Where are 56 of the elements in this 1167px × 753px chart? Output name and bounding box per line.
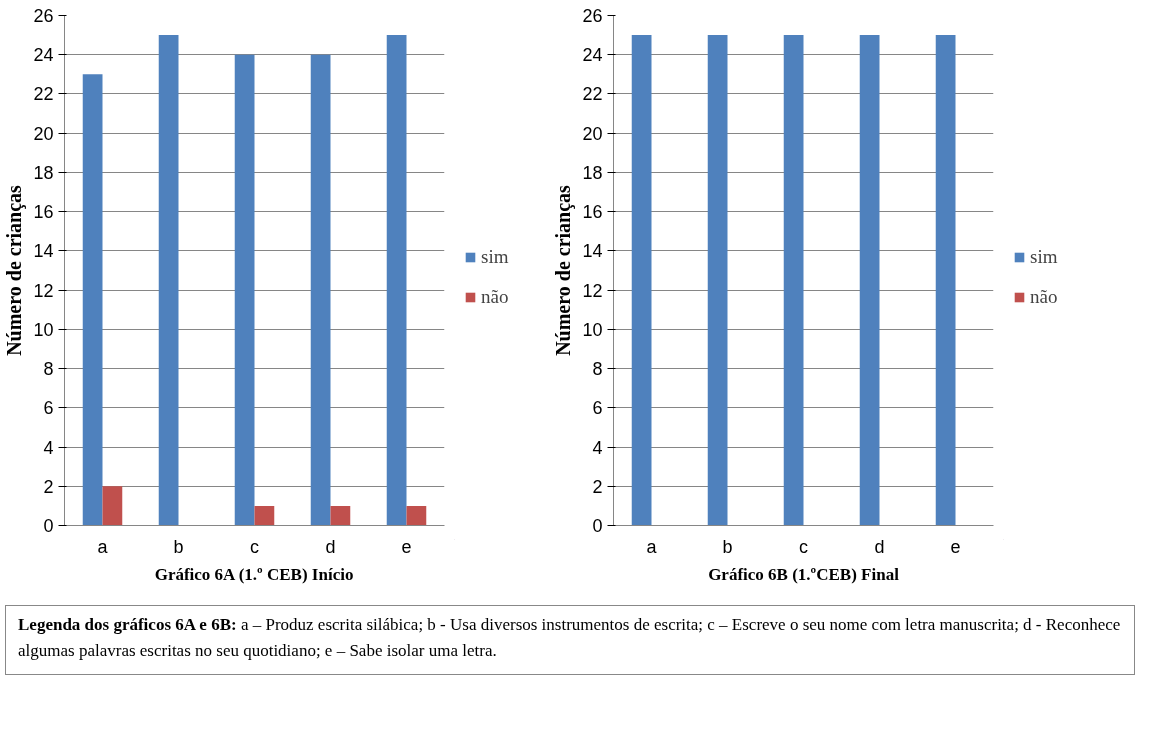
y-tick-label: 14 bbox=[582, 241, 603, 262]
x-axis-title: Gráfico 6A (1.º CEB) Início bbox=[154, 564, 354, 584]
x-tick-label: d bbox=[874, 536, 885, 557]
y-tick-label: 4 bbox=[43, 437, 54, 458]
y-tick-label: 26 bbox=[33, 6, 54, 26]
x-tick-label: b bbox=[722, 536, 733, 557]
bar bbox=[330, 505, 351, 526]
y-tick-label: 10 bbox=[33, 319, 54, 340]
y-tick-label: 18 bbox=[582, 162, 603, 183]
bar bbox=[102, 486, 123, 526]
legend-label: sim bbox=[481, 246, 509, 268]
y-tick-label: 16 bbox=[33, 202, 54, 223]
y-tick-label: 24 bbox=[582, 45, 603, 66]
x-tick-label: c bbox=[799, 536, 808, 557]
y-tick-label: 8 bbox=[43, 359, 54, 380]
y-tick-label: 16 bbox=[582, 202, 603, 223]
bar bbox=[406, 505, 427, 526]
y-tick-label: 10 bbox=[582, 319, 603, 340]
bar bbox=[82, 74, 103, 526]
x-tick-label: b bbox=[173, 536, 184, 557]
x-tick-label: c bbox=[250, 536, 259, 557]
y-tick-label: 26 bbox=[582, 6, 603, 26]
y-tick-label: 12 bbox=[33, 280, 54, 301]
y-axis-title: Número de crianças bbox=[3, 184, 27, 356]
bar bbox=[254, 505, 275, 526]
y-tick-label: 12 bbox=[582, 280, 603, 301]
y-tick-label: 2 bbox=[592, 476, 603, 497]
legend-label: não bbox=[481, 286, 509, 308]
x-tick-label: d bbox=[325, 536, 336, 557]
y-tick-label: 22 bbox=[582, 84, 603, 105]
legend-label: não bbox=[1030, 286, 1058, 308]
y-tick-label: 0 bbox=[592, 516, 603, 536]
y-tick-label: 14 bbox=[33, 241, 54, 262]
x-tick-label: a bbox=[646, 536, 658, 557]
x-tick-label: a bbox=[97, 536, 109, 557]
y-tick-label: 20 bbox=[582, 123, 603, 144]
y-tick-label: 22 bbox=[33, 84, 54, 105]
x-tick-label: e bbox=[950, 536, 961, 557]
y-tick-label: 8 bbox=[592, 359, 603, 380]
y-tick-label: 4 bbox=[592, 437, 603, 458]
text: Legenda dos gráficos 6A e 6B: bbox=[18, 615, 237, 634]
y-tick-label: 24 bbox=[33, 45, 54, 66]
y-tick-label: 6 bbox=[43, 398, 54, 419]
y-tick-label: 20 bbox=[33, 123, 54, 144]
bar bbox=[386, 35, 407, 526]
legend-label: sim bbox=[1030, 246, 1058, 268]
y-axis-title: Número de crianças bbox=[552, 184, 576, 356]
bar bbox=[158, 35, 179, 526]
y-tick-label: 0 bbox=[43, 516, 54, 536]
x-axis-title: Gráfico 6B (1.ºCEB) Final bbox=[708, 564, 900, 584]
x-tick-label: e bbox=[401, 536, 412, 557]
y-tick-label: 18 bbox=[33, 162, 54, 183]
bar bbox=[234, 54, 255, 526]
bar bbox=[310, 54, 331, 526]
y-tick-label: 2 bbox=[43, 476, 54, 497]
y-tick-label: 6 bbox=[592, 398, 603, 419]
